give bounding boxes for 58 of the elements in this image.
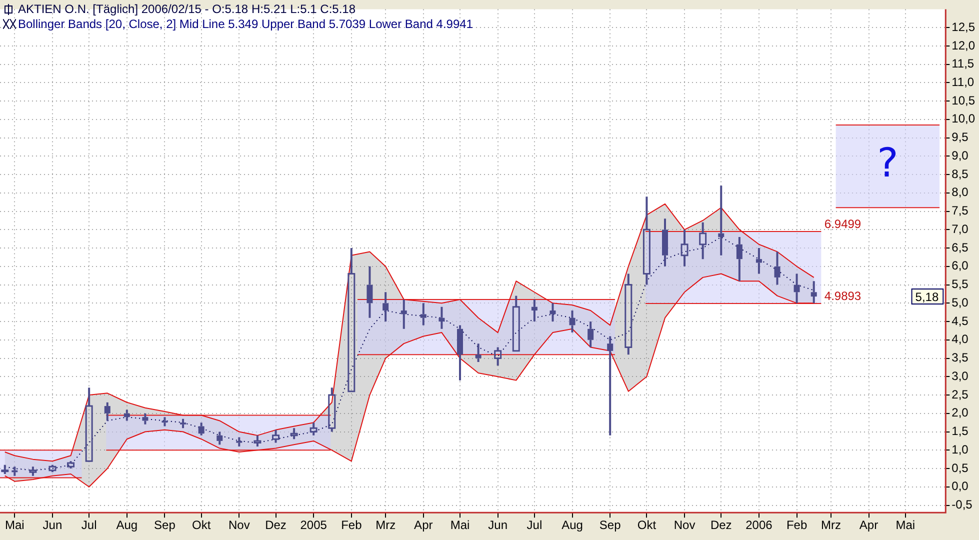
y-tick-label: 2,5	[952, 387, 969, 402]
y-tick-label: 6,5	[952, 240, 969, 254]
x-tick-label: 2005	[300, 518, 328, 532]
annotation: 4.9893	[824, 288, 862, 303]
x-tick-label: Mai	[450, 518, 470, 532]
x-tick-label: Jul	[526, 518, 542, 532]
chart-title: AKTIEN O.N. [Täglich] 2006/02/15 - O:5.18 H:5.21 L:5.1 C:5.18	[18, 2, 356, 16]
x-tick-label: Aug	[116, 518, 138, 532]
x-tick-label: Dez	[265, 518, 286, 532]
annotation: 5,18	[915, 290, 939, 304]
x-tick-label: Nov	[228, 518, 250, 532]
series-label: ?	[877, 140, 898, 187]
x-tick-label: Feb	[786, 518, 808, 532]
x-tick-label: Okt	[637, 518, 657, 532]
y-tick-label: 9,5	[952, 130, 969, 144]
y-tick-label: 6,0	[952, 258, 969, 273]
y-tick-label: 7,0	[952, 222, 969, 236]
x-tick-label: 2006	[746, 518, 773, 532]
y-tick-label: 4,5	[952, 314, 969, 328]
y-tick-label: 10,5	[952, 93, 976, 108]
x-tick-label: Sep	[599, 518, 622, 532]
x-tick-label: Mai	[896, 518, 916, 532]
x-tick-label: Nov	[674, 518, 696, 532]
y-tick-label: 7,5	[952, 204, 969, 218]
x-tick-label: Jun	[42, 518, 62, 532]
y-tick-label: 9,0	[952, 148, 969, 162]
y-tick-label: 12,0	[952, 38, 976, 52]
annotation: 6.9499	[824, 216, 862, 231]
y-tick-label: 5,0	[952, 295, 969, 310]
y-tick-label: 8,5	[952, 166, 969, 181]
x-tick-label: Feb	[341, 518, 362, 532]
y-tick-label: 4,0	[952, 332, 969, 346]
y-tick-label: 5,5	[952, 277, 969, 292]
y-tick-label: 10,0	[952, 112, 976, 126]
x-tick-label: Aug	[562, 518, 583, 532]
y-tick-label: 11,0	[952, 75, 974, 89]
x-tick-label: Apr	[414, 518, 433, 532]
x-tick-label: Jul	[81, 518, 97, 532]
y-tick-label: 12,5	[952, 20, 976, 34]
x-tick-label: Mrz	[820, 518, 841, 532]
y-tick-label: 1,5	[952, 424, 969, 438]
y-tick-label: 1,0	[952, 442, 969, 456]
x-tick-label: Mai	[4, 518, 24, 532]
y-tick-label: 8,0	[952, 185, 969, 200]
y-tick-label: 3,0	[952, 368, 969, 383]
y-tick-label: 0,5	[952, 460, 969, 475]
x-tick-label: Sep	[154, 518, 176, 532]
x-tick-label: Mrz	[376, 518, 396, 532]
text: Bollinger Bands [20, Close, 2] Mid Line 5.349 Upper Band 5.7039 Lower Band 4.9941	[18, 17, 473, 31]
x-tick-label: Okt	[192, 518, 212, 532]
y-tick-label: 2,0	[952, 406, 969, 420]
y-tick-label: 3,5	[952, 350, 969, 365]
y-tick-label: -0,5	[952, 498, 973, 512]
y-tick-label: 0,0	[952, 479, 969, 494]
x-tick-label: Dez	[710, 518, 732, 532]
x-tick-label: Apr	[859, 518, 878, 532]
y-tick-label: 11,5	[952, 56, 974, 71]
x-tick-label: Jun	[488, 518, 508, 532]
